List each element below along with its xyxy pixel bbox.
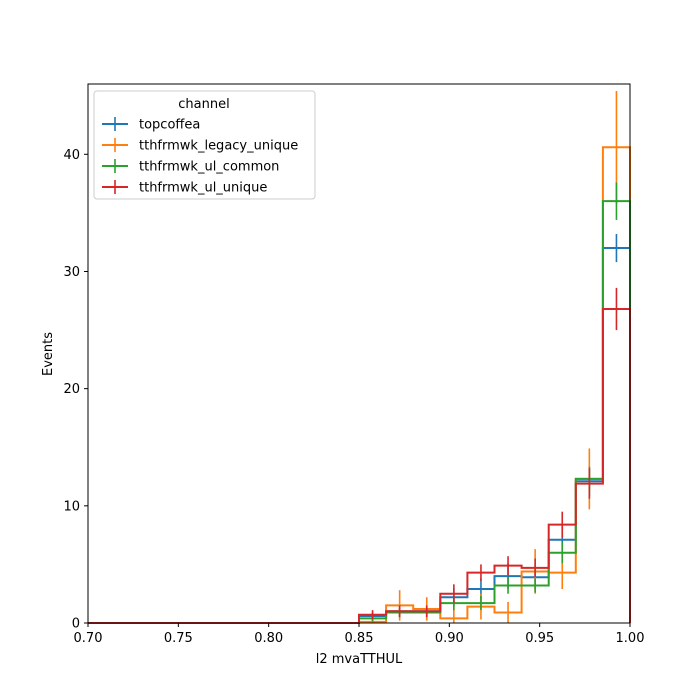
x-axis-ticks: 0.70 0.75 0.80 0.85 0.90 0.95 1.00	[74, 623, 645, 646]
x-tick-label: 0.90	[435, 631, 464, 646]
legend-entry-tthfrmwk_ul_unique: tthfrmwk_ul_unique	[102, 180, 267, 196]
x-tick-label: 0.75	[164, 631, 193, 646]
legend-box	[93, 90, 316, 200]
legend-label: topcoffea	[139, 118, 200, 133]
x-tick-label: 0.95	[525, 631, 554, 646]
legend-entry-tthfrmwk_ul_common: tthfrmwk_ul_common	[102, 159, 279, 175]
x-tick-label: 0.70	[74, 631, 103, 646]
x-axis-label: l2 mvaTTHUL	[316, 652, 403, 667]
legend-label: tthfrmwk_legacy_unique	[139, 139, 298, 154]
legend-entry-tthfrmwk_legacy_unique: tthfrmwk_legacy_unique	[102, 138, 298, 154]
legend: channel topcoffea tthfrmwk_legacy_uniquet…	[93, 90, 316, 200]
y-tick-label: 30	[63, 265, 80, 280]
y-tick-label: 20	[63, 382, 80, 397]
y-axis-ticks: 0 10 20 30 40	[63, 148, 88, 632]
legend-entry-topcoffea: topcoffea	[102, 117, 200, 133]
y-tick-label: 40	[63, 148, 80, 163]
y-tick-label: 0	[72, 617, 80, 632]
y-tick-label: 10	[63, 499, 80, 514]
y-axis-label: Events	[41, 332, 56, 376]
x-tick-label: 0.85	[345, 631, 374, 646]
legend-label: tthfrmwk_ul_unique	[139, 181, 267, 196]
x-tick-label: 1.00	[616, 631, 645, 646]
legend-label: tthfrmwk_ul_common	[139, 160, 279, 175]
legend-title: channel	[178, 97, 229, 112]
x-tick-label: 0.80	[254, 631, 283, 646]
